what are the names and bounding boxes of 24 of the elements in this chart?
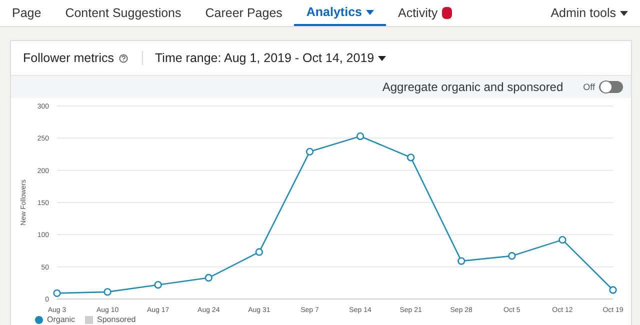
point	[508, 252, 516, 260]
chart-title: Follower metrics	[23, 51, 114, 65]
point	[558, 236, 566, 244]
text: Aggregate organic and sponsored	[382, 80, 564, 94]
text: Admin tools	[550, 6, 617, 20]
point	[154, 280, 162, 289]
legend-label: Sponsored	[97, 315, 136, 324]
point	[406, 154, 415, 162]
point	[356, 132, 364, 140]
chart-subtitle: Time range: Aug 1, 2019 - Oct 14, 2019	[142, 51, 386, 65]
point	[204, 274, 212, 282]
legend-label: Organic	[47, 315, 76, 324]
point	[255, 248, 264, 256]
text: Off	[583, 82, 595, 92]
point	[609, 286, 617, 294]
text: Career Pages	[204, 5, 284, 22]
text: Content Suggestions	[64, 5, 182, 22]
text: Activity	[396, 5, 439, 22]
text: Page	[11, 5, 42, 22]
point	[53, 289, 61, 298]
point	[458, 257, 466, 265]
point	[306, 148, 314, 156]
point	[104, 288, 112, 296]
text: Analytics	[294, 0, 386, 26]
